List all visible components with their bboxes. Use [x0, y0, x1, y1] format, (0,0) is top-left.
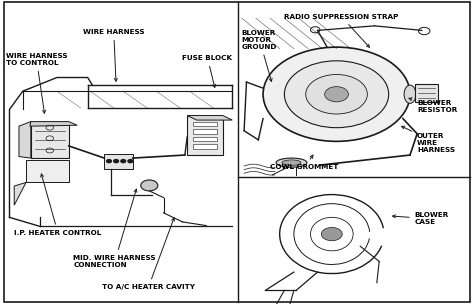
- Bar: [415, 84, 438, 102]
- Ellipse shape: [404, 85, 416, 103]
- Text: I.P. HEATER CONTROL: I.P. HEATER CONTROL: [14, 174, 101, 236]
- Bar: [187, 116, 223, 155]
- Text: BLOWER
RESISTOR: BLOWER RESISTOR: [409, 98, 457, 113]
- Circle shape: [114, 160, 118, 163]
- Bar: [193, 129, 217, 134]
- Bar: [26, 160, 69, 182]
- Text: FUSE BLOCK: FUSE BLOCK: [182, 55, 232, 88]
- Bar: [31, 122, 69, 158]
- Circle shape: [128, 160, 133, 163]
- Polygon shape: [30, 122, 77, 126]
- Ellipse shape: [276, 158, 307, 167]
- Polygon shape: [14, 182, 26, 205]
- Circle shape: [310, 27, 320, 33]
- Circle shape: [141, 180, 158, 191]
- Text: WIRE HARNESS: WIRE HARNESS: [83, 29, 145, 81]
- Circle shape: [321, 227, 342, 241]
- Ellipse shape: [282, 160, 301, 165]
- Bar: [193, 122, 217, 126]
- Polygon shape: [187, 116, 232, 120]
- Circle shape: [121, 160, 126, 163]
- Circle shape: [263, 47, 410, 141]
- Text: WIRE HARNESS
TO CONTROL: WIRE HARNESS TO CONTROL: [6, 53, 67, 113]
- Bar: [193, 137, 217, 141]
- Text: RADIO SUPPRESSION STRAP: RADIO SUPPRESSION STRAP: [284, 14, 399, 47]
- Bar: [104, 154, 133, 169]
- Text: MID. WIRE HARNESS
CONNECTION: MID. WIRE HARNESS CONNECTION: [73, 189, 156, 268]
- Circle shape: [325, 87, 348, 102]
- Text: COWL GROMMET: COWL GROMMET: [270, 155, 338, 170]
- Polygon shape: [19, 122, 31, 158]
- Bar: [193, 144, 217, 149]
- Circle shape: [419, 27, 430, 35]
- Text: BLOWER
CASE: BLOWER CASE: [392, 212, 449, 225]
- Circle shape: [284, 61, 389, 128]
- Circle shape: [306, 74, 367, 114]
- Text: TO A/C HEATER CAVITY: TO A/C HEATER CAVITY: [102, 218, 195, 290]
- Text: OUTER
WIRE
HARNESS: OUTER WIRE HARNESS: [401, 126, 455, 153]
- Circle shape: [107, 160, 111, 163]
- Text: BLOWER
MOTOR
GROUND: BLOWER MOTOR GROUND: [242, 29, 277, 81]
